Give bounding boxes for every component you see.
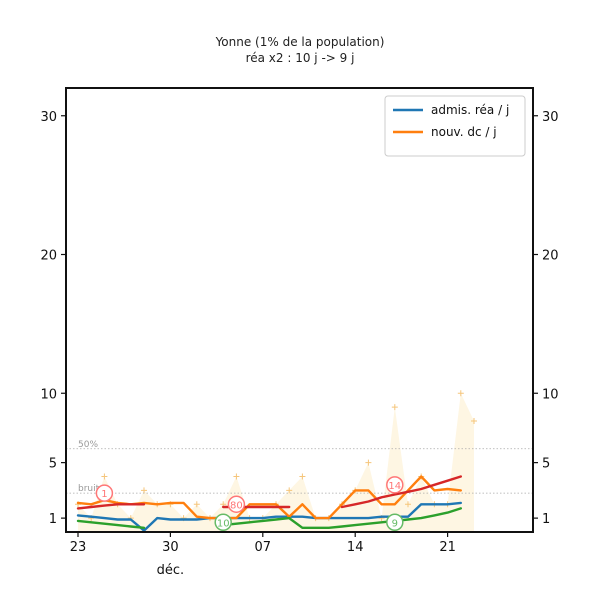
- reference-line-label: bruit: [78, 484, 100, 494]
- annotation-bubble: [227, 495, 246, 513]
- reference-line-label: 50%: [78, 440, 98, 450]
- y-tick-label-right: 20: [542, 249, 559, 264]
- daily-point-marker: [193, 501, 200, 508]
- y-tick-label-right: 5: [542, 457, 550, 472]
- daily-point-marker: [405, 501, 411, 508]
- series-line: [76, 507, 462, 529]
- annotation-label: 1: [101, 489, 107, 500]
- y-tick-label-right: 30: [542, 110, 559, 125]
- y-tick-label-left: 10: [40, 387, 57, 402]
- daily-point-marker: [365, 459, 372, 466]
- y-tick-label-left: 5: [49, 457, 57, 472]
- chart-subtitle: réa x2 : 10 j -> 9 j: [246, 51, 355, 65]
- x-tick-label: 30: [162, 540, 179, 555]
- annotation-label: 80: [230, 500, 243, 511]
- annotation-bubble: [386, 476, 404, 494]
- x-tick-label: 21: [439, 540, 456, 555]
- annotation-label: 9: [392, 518, 398, 529]
- legend: admis. réa / j nouv. dc / j: [384, 95, 526, 157]
- x-tick-label: 23: [70, 540, 87, 555]
- daily-point-marker: [471, 418, 477, 424]
- daily-point-marker: [391, 404, 398, 411]
- y-tick-label-right: 10: [542, 387, 559, 402]
- daily-point-marker: [299, 473, 306, 480]
- x-sublabel: déc.: [157, 563, 185, 578]
- x-tick-label: 07: [255, 540, 272, 555]
- daily-point-marker: [141, 487, 147, 494]
- y-tick-label-left: 20: [40, 249, 57, 264]
- legend-label: nouv. dc / j: [431, 125, 497, 139]
- legend-label: admis. réa / j: [431, 103, 509, 117]
- reference-lines-layer: 50% bruit: [66, 440, 533, 494]
- annotation-bubble: [214, 513, 232, 532]
- plot-frame: [65, 87, 534, 533]
- daily-point-marker: [101, 473, 108, 480]
- x-tick-label: 14: [347, 540, 364, 555]
- annotation-label: 10: [217, 518, 230, 529]
- axes-layer: 1 1 5 5 10 10 20 20 30 30 23 30 07 14 21 déc.: [40, 87, 559, 578]
- y-tick-label-left: 30: [40, 110, 57, 125]
- y-tick-label-right: 1: [542, 512, 550, 527]
- annotation-label: 14: [388, 481, 401, 492]
- daily-point-marker: [457, 390, 464, 397]
- annotation-bubble: [95, 484, 114, 502]
- annotation-bubble: [386, 513, 404, 532]
- daily-point-marker: [286, 487, 293, 494]
- background-layer: [75, 390, 477, 532]
- daily-point-marker: [233, 473, 240, 480]
- y-tick-label-left: 1: [49, 512, 57, 527]
- chart-title: Yonne (1% de la population): [215, 35, 385, 49]
